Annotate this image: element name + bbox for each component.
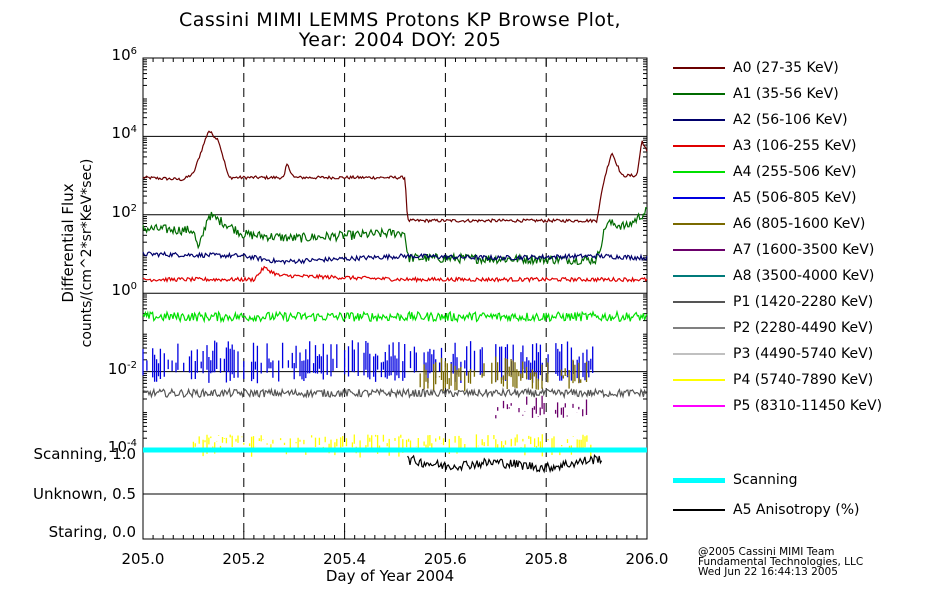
y-tick-label: 106: [67, 46, 137, 64]
series-a1: [142, 206, 648, 267]
legend-label: A8 (3500-4000 KeV): [733, 268, 875, 284]
chart-title-line2: Year: 2004 DOY: 205: [298, 29, 502, 51]
x-tick-label: 206.0: [625, 550, 669, 568]
series-a7: [495, 395, 588, 419]
y-tick-base: 10: [111, 281, 131, 300]
series-a0: [142, 130, 648, 224]
legend-swatch: [673, 353, 725, 355]
legend-swatch: [673, 119, 725, 121]
copyright-line2: Fundamental Technologies, LLC: [698, 556, 864, 568]
series-anisotropy: [407, 453, 603, 474]
y-tick-exponent: 6: [130, 46, 137, 57]
legend-swatch: [673, 145, 725, 147]
legend-item: A7 (1600-3500 KeV): [673, 240, 874, 260]
legend-swatch: [673, 197, 725, 199]
y-tick-label: 100: [67, 281, 137, 299]
series-a5: [142, 340, 594, 384]
legend-label: P5 (8310-11450 KeV): [733, 398, 883, 414]
x-tick-label: 205.8: [524, 550, 568, 568]
status-label-staring: Staring, 0.0: [48, 523, 136, 541]
legend-label: A5 (506-805 KeV): [733, 190, 857, 206]
y-axis-label-line1: Differential Flux: [59, 183, 77, 302]
legend-swatch: [673, 93, 725, 95]
legend-item: P2 (2280-4490 KeV): [673, 318, 873, 338]
y-tick-base: 10: [111, 124, 131, 143]
legend-item: A2 (56-106 KeV): [673, 110, 848, 130]
y-tick-label: 102: [67, 203, 137, 221]
legend-label: A0 (27-35 KeV): [733, 60, 839, 76]
legend-swatch: [673, 379, 725, 381]
y-tick-exponent: 0: [130, 281, 137, 293]
series-a3: [142, 265, 648, 284]
series-a6: [419, 356, 588, 392]
series-p4: [192, 434, 592, 458]
y-tick-label: 10-2: [67, 360, 137, 378]
legend-item: Scanning: [673, 470, 798, 490]
x-tick-label: 205.6: [423, 550, 467, 568]
legend-label: A4 (255-506 KeV): [733, 164, 857, 180]
legend-item: A6 (805-1600 KeV): [673, 214, 865, 234]
copyright-line3: Wed Jun 22 16:44:13 2005: [698, 566, 838, 578]
legend-item: P4 (5740-7890 KeV): [673, 370, 873, 390]
legend-label: P2 (2280-4490 KeV): [733, 320, 874, 336]
status-label-scanning: Scanning, 1.0: [33, 445, 136, 463]
legend-label: P1 (1420-2280 KeV): [733, 294, 874, 310]
x-tick-label: 205.4: [323, 550, 367, 568]
legend-swatch: [673, 327, 725, 329]
legend-swatch: [673, 301, 725, 303]
x-tick-label: 205.0: [121, 550, 165, 568]
plot-frame: [142, 57, 648, 540]
legend-item: P1 (1420-2280 KeV): [673, 292, 873, 312]
legend-swatch: [673, 249, 725, 251]
y-tick-label: 10-4: [67, 438, 137, 456]
legend-item: A5 Anisotropy (%): [673, 500, 860, 520]
x-axis-label: Day of Year 2004: [325, 567, 455, 585]
plot-layer: [142, 57, 648, 540]
series-a4: [142, 309, 648, 324]
legend-label: A7 (1600-3500 KeV): [733, 242, 875, 258]
y-tick-exponent: 2: [130, 202, 137, 214]
y-tick-exponent: 4: [130, 124, 137, 136]
series-a2: [142, 250, 648, 266]
y-tick-label: 104: [67, 124, 137, 142]
legend-label: Scanning: [733, 472, 798, 488]
y-tick-base: 10: [111, 46, 131, 64]
y-tick-base: 10: [107, 359, 128, 378]
y-tick-exponent: -2: [127, 359, 137, 371]
legend-label: P4 (5740-7890 KeV): [733, 372, 874, 388]
series-p1: [142, 387, 648, 400]
legend-label: A2 (56-106 KeV): [733, 112, 848, 128]
legend-swatch: [673, 171, 725, 173]
y-tick-exponent: -4: [127, 438, 137, 449]
legend-item: A1 (35-56 KeV): [673, 84, 839, 104]
y-axis-label-line2: counts/(cm^2*sr*KeV*sec): [79, 159, 95, 348]
legend-swatch: [673, 223, 725, 225]
legend-item: P3 (4490-5740 KeV): [673, 344, 873, 364]
x-tick-label: 205.2: [222, 550, 266, 568]
legend-item: A8 (3500-4000 KeV): [673, 266, 874, 286]
legend-swatch: [673, 405, 725, 407]
legend-swatch: [673, 477, 725, 483]
y-tick-base: 10: [111, 202, 131, 221]
copyright-line1: @2005 Cassini MIMI Team: [698, 546, 835, 558]
y-tick-base: 10: [107, 438, 128, 456]
legend-label: A6 (805-1600 KeV): [733, 216, 866, 232]
legend-label: A1 (35-56 KeV): [733, 86, 839, 102]
legend-swatch: [673, 509, 725, 511]
legend-label: A3 (106-255 KeV): [733, 138, 857, 154]
legend-item: A4 (255-506 KeV): [673, 162, 856, 182]
legend-item: A3 (106-255 KeV): [673, 136, 856, 156]
chart-title-line1: Cassini MIMI LEMMS Protons KP Browse Plo…: [178, 9, 622, 31]
legend-label: P3 (4490-5740 KeV): [733, 346, 874, 362]
legend-item: A0 (27-35 KeV): [673, 58, 839, 78]
legend-swatch: [673, 67, 725, 69]
legend-item: P5 (8310-11450 KeV): [673, 396, 882, 416]
legend-item: A5 (506-805 KeV): [673, 188, 856, 208]
status-label-unknown: Unknown, 0.5: [32, 485, 136, 503]
legend-swatch: [673, 275, 725, 277]
legend-label: A5 Anisotropy (%): [733, 502, 860, 518]
